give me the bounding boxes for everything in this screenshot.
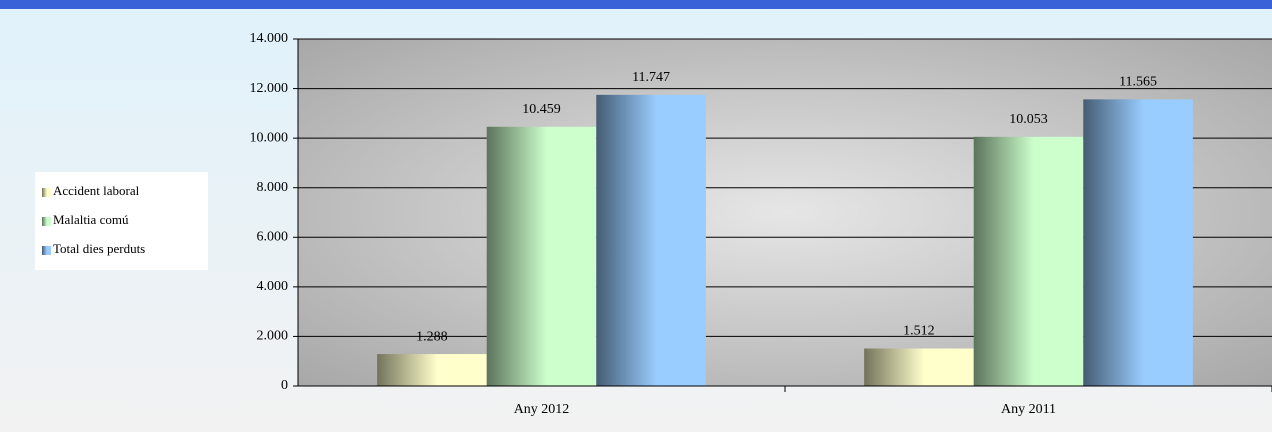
x-tick-label: Any 2011: [1001, 402, 1056, 417]
bar: [596, 94, 706, 386]
data-label: 10.053: [1009, 112, 1048, 127]
y-tick-label: 6.000: [257, 230, 289, 245]
bar: [973, 136, 1084, 386]
data-label: 11.565: [1119, 75, 1157, 90]
bar: [1083, 99, 1193, 386]
bar: [864, 348, 974, 386]
data-label: 1.288: [416, 329, 448, 344]
legend-swatch: [42, 246, 51, 255]
y-tick-label: 2.000: [257, 329, 289, 344]
y-tick-label: 8.000: [257, 180, 289, 195]
y-tick-label: 4.000: [257, 279, 289, 294]
bar: [486, 126, 597, 387]
x-tick-label: Any 2012: [514, 402, 570, 417]
y-tick-label: 10.000: [250, 130, 289, 145]
legend-box: [35, 172, 208, 270]
header-bar: [0, 0, 1272, 9]
data-label: 11.747: [632, 70, 670, 85]
legend-label: Accident laboral: [53, 183, 140, 198]
legend-swatch: [42, 217, 51, 226]
bar: [377, 354, 487, 386]
legend-label: Malaltia comú: [53, 212, 129, 227]
y-tick-label: 0: [281, 378, 288, 393]
y-tick-label: 12.000: [250, 81, 289, 96]
y-tick-label: 14.000: [250, 31, 289, 46]
data-label: 1.512: [903, 324, 935, 339]
legend-swatch: [42, 188, 51, 197]
data-label: 10.459: [522, 102, 561, 117]
legend-label: Total dies perduts: [53, 241, 145, 256]
